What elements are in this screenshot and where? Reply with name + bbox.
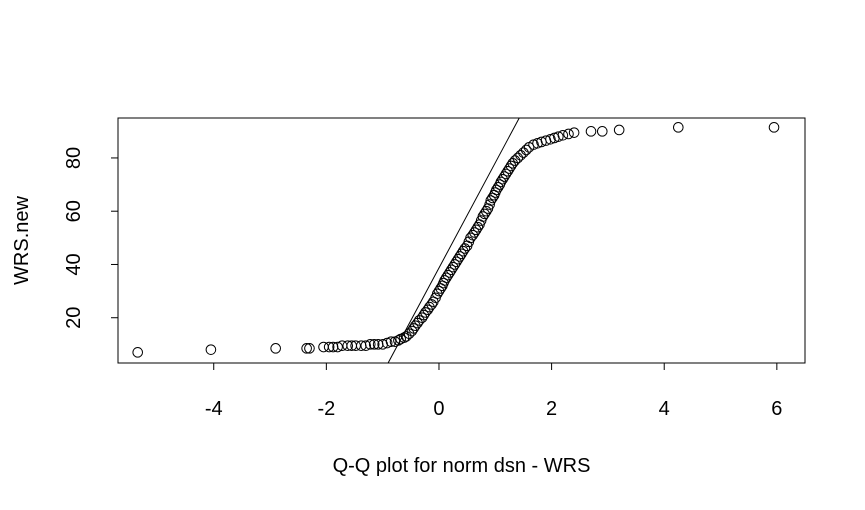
- data-point: [480, 205, 492, 217]
- data-point: [270, 343, 281, 354]
- plot-frame: [117, 117, 806, 364]
- data-point: [342, 340, 354, 351]
- data-point: [504, 163, 515, 174]
- data-point: [360, 340, 372, 351]
- data-point: [442, 269, 454, 281]
- data-point: [469, 227, 480, 238]
- data-point: [457, 245, 469, 257]
- data-point: [497, 173, 508, 185]
- data-point: [512, 152, 524, 164]
- reference-line: [387, 117, 520, 364]
- data-point: [507, 157, 519, 169]
- data-point: [452, 253, 464, 265]
- data-point: [449, 259, 461, 270]
- data-point: [408, 323, 419, 334]
- data-point: [498, 171, 510, 182]
- data-point: [553, 131, 564, 142]
- data-point: [424, 301, 435, 313]
- data-point: [385, 336, 397, 347]
- x-axis-title: Q-Q plot for norm dsn - WRS: [333, 455, 591, 477]
- data-point: [364, 339, 376, 350]
- data-point: [444, 267, 455, 278]
- y-axis-title: WRS.new: [11, 195, 33, 284]
- data-point: [132, 347, 144, 358]
- data-point: [451, 256, 462, 268]
- x-tick-label: -4: [205, 398, 223, 420]
- data-point: [500, 168, 512, 180]
- data-point: [491, 184, 502, 196]
- data-point: [563, 128, 574, 140]
- data-point: [350, 340, 361, 351]
- x-tick-label: 6: [771, 398, 782, 420]
- data-point: [422, 304, 434, 316]
- y-axis: 20 40 60 80: [63, 147, 119, 329]
- data-point: [446, 264, 457, 276]
- data-point: [318, 341, 329, 353]
- data-point: [502, 165, 513, 177]
- data-point: [439, 275, 450, 286]
- data-point: [596, 126, 608, 137]
- data-point: [479, 208, 490, 220]
- data-point: [456, 248, 467, 260]
- y-tick-label: 40: [63, 253, 85, 275]
- x-tick-label: 2: [546, 398, 557, 420]
- data-point: [509, 155, 521, 166]
- data-point: [568, 127, 580, 138]
- data-point: [472, 221, 484, 233]
- data-point: [465, 232, 476, 244]
- y-tick-label: 20: [63, 307, 85, 329]
- x-axis: -4 -2 0 2 4 6: [205, 362, 782, 420]
- data-point: [304, 343, 315, 354]
- data-point: [301, 343, 312, 354]
- data-point: [585, 126, 597, 137]
- data-point: [495, 176, 507, 188]
- data-point: [613, 124, 625, 136]
- data-point: [332, 341, 343, 353]
- data-point: [477, 211, 489, 222]
- data-point: [368, 339, 380, 350]
- data-point: [406, 325, 418, 337]
- y-tick-label: 60: [63, 200, 85, 222]
- data-point: [520, 144, 532, 156]
- data-point: [492, 181, 504, 193]
- data-point: [518, 147, 529, 158]
- data-point: [454, 251, 466, 262]
- data-point: [485, 195, 497, 206]
- data-point: [467, 229, 479, 241]
- data-point: [410, 320, 421, 332]
- data-point: [418, 309, 430, 321]
- data-point: [557, 130, 569, 141]
- data-point: [672, 122, 684, 133]
- data-point: [431, 288, 443, 300]
- y-tick-label: 80: [63, 147, 85, 169]
- data-point: [205, 344, 217, 355]
- x-tick-label: 4: [659, 398, 670, 420]
- data-point: [470, 224, 482, 236]
- x-tick-label: 0: [433, 398, 444, 420]
- data-point: [440, 272, 452, 284]
- data-point: [515, 149, 526, 161]
- data-point: [323, 341, 335, 353]
- data-point: [420, 307, 431, 318]
- data-point: [484, 199, 495, 210]
- data-point: [447, 261, 459, 273]
- data-point: [433, 285, 445, 297]
- data-point: [768, 122, 780, 133]
- data-point: [416, 312, 428, 324]
- data-point: [401, 331, 412, 342]
- x-tick-label: -2: [317, 398, 335, 420]
- data-point: [505, 160, 517, 172]
